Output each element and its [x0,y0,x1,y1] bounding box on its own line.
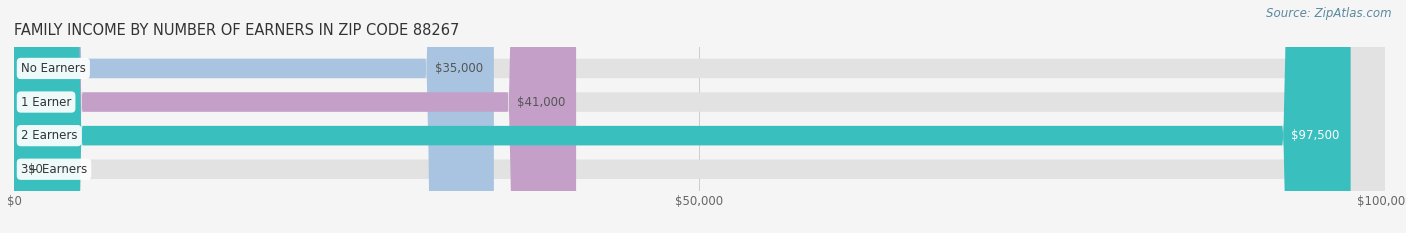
Text: FAMILY INCOME BY NUMBER OF EARNERS IN ZIP CODE 88267: FAMILY INCOME BY NUMBER OF EARNERS IN ZI… [14,24,460,38]
Text: 2 Earners: 2 Earners [21,129,77,142]
Text: No Earners: No Earners [21,62,86,75]
FancyBboxPatch shape [14,0,1385,233]
Text: $41,000: $41,000 [517,96,565,109]
FancyBboxPatch shape [14,0,494,233]
Text: $35,000: $35,000 [434,62,482,75]
FancyBboxPatch shape [14,0,576,233]
Text: $97,500: $97,500 [1291,129,1340,142]
FancyBboxPatch shape [14,0,1385,233]
FancyBboxPatch shape [14,0,1351,233]
FancyBboxPatch shape [14,0,1385,233]
Text: $0: $0 [28,163,42,176]
Text: Source: ZipAtlas.com: Source: ZipAtlas.com [1267,7,1392,20]
Text: 1 Earner: 1 Earner [21,96,72,109]
FancyBboxPatch shape [14,0,1385,233]
Text: 3+ Earners: 3+ Earners [21,163,87,176]
